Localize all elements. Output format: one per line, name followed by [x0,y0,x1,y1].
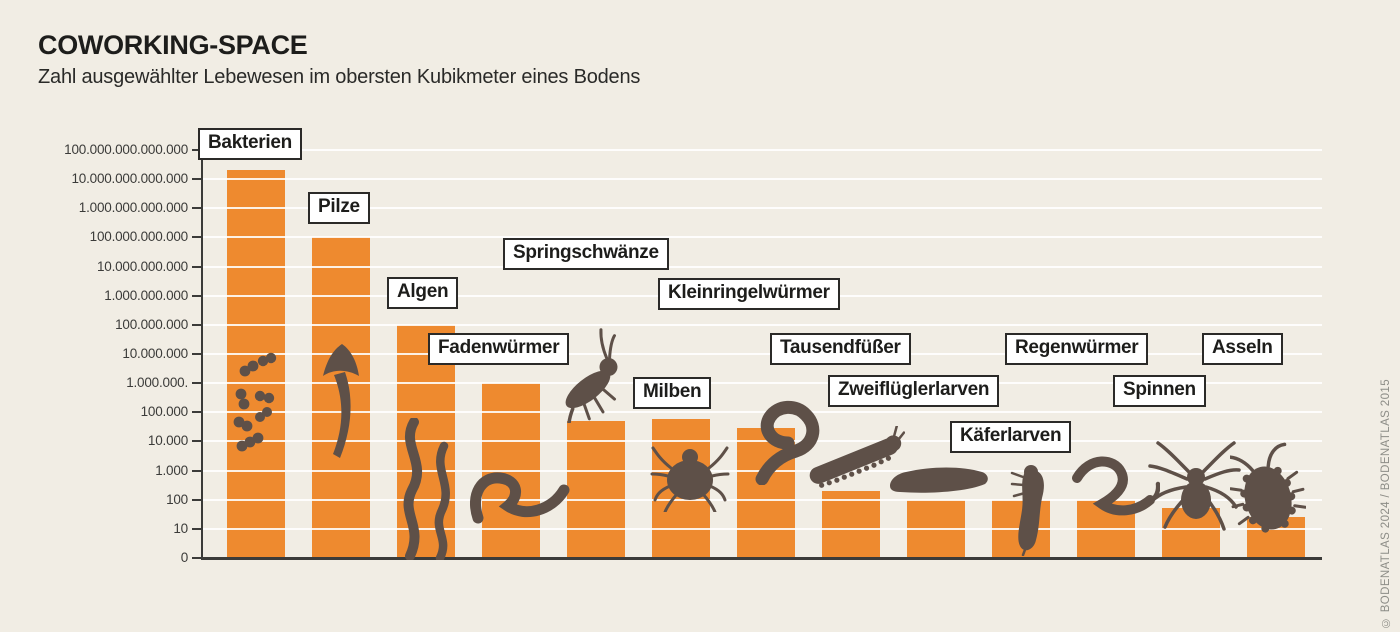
y-tick-label: 100 [166,491,188,507]
y-tick-label: 0 [180,550,189,565]
earthworm-icon [1070,450,1160,526]
category-label-spinnen: Spinnen [1113,375,1206,407]
y-tickmark [192,352,201,355]
x-axis-baseline [201,557,1322,560]
y-tickmark [192,294,201,297]
y-tick-label: 10.000.000.000.000 [71,171,188,187]
y-tickmark [192,265,201,268]
y-tickmark [192,323,201,326]
gridline-100.000.000 [201,323,1322,326]
gridline-100.000.000.000.000 [201,148,1322,151]
y-tick-label: 10.000.000.000 [96,258,188,274]
gridline-10.000.000.000 [201,265,1322,268]
category-label-tausendfuesser: Tausendfüßer [770,333,911,365]
y-tick-label: 100.000.000.000 [89,229,189,245]
gridline-10.000.000.000.000 [201,178,1322,181]
gridline-1.000.000.000.000 [201,207,1322,210]
y-tick-label: 100.000.000 [115,316,188,332]
category-label-kleinringelwuermer: Kleinringelwürmer [658,278,840,310]
y-tick-label: 1.000.000.000 [104,287,188,303]
y-tick-label: 100.000.000.000.000 [64,141,188,157]
y-tickmark [192,557,201,559]
category-label-asseln: Asseln [1202,333,1283,365]
page-subtitle: Zahl ausgewählter Lebewesen im obersten … [38,66,641,88]
algae-icon [398,418,456,560]
gridline-100.000.000.000 [201,236,1322,239]
gridline-10.000.000 [201,352,1322,355]
y-tickmark [192,440,201,443]
category-label-pilze: Pilze [308,192,370,224]
category-label-fadenwuermer: Fadenwürmer [428,333,570,365]
y-axis-line [201,149,203,560]
y-tick-label: 10 [173,520,188,536]
category-label-algen: Algen [387,277,459,309]
y-tick-label: 10.000 [147,433,188,449]
y-tick-label: 100.000 [140,404,189,420]
beetle-larva-icon [1004,462,1058,556]
potworm-icon [752,393,830,485]
bar-springschwaenze [567,421,625,558]
millipede-icon [805,426,905,496]
y-tick-label: 10.000.000 [122,345,188,361]
y-tick-label: 1.000.000. [126,375,188,391]
y-tickmark [192,527,201,530]
y-tickmark [192,411,201,414]
gridline-10.000 [201,440,1322,443]
gridline-1.000.000. [201,382,1322,385]
category-label-bakterien: Bakterien [198,128,302,160]
y-tick-label: 1.000 [155,462,188,478]
woodlouse-icon [1230,438,1306,538]
y-tickmark [192,469,201,472]
bar-tausendfuesser [822,490,880,558]
y-tickmark [192,207,201,210]
category-label-milben: Milben [633,377,712,409]
gridline-100.000 [201,411,1322,414]
category-label-springschwaenze: Springschwänze [503,238,669,270]
gridline-10 [201,527,1322,530]
spider-icon [1146,436,1242,536]
y-tick-label: 1.000.000.000.000 [78,200,188,216]
copyright-credit: © BODENATLAS 2024 / BODENATLAS 2015 [1380,378,1392,628]
mite-icon [650,424,730,512]
gridline-100 [201,498,1322,501]
bacteria-icon [232,350,284,455]
fly-larva-icon [888,462,990,498]
y-tickmark [192,178,201,181]
category-label-regenwuermer: Regenwürmer [1005,333,1149,365]
category-label-kaeferlarven: Käferlarven [950,421,1072,453]
y-tickmark [192,382,201,385]
y-tickmark [192,236,201,239]
mushroom-icon [320,342,362,464]
nematode-icon [470,438,570,528]
y-tickmark [192,498,201,501]
springtail-icon [538,328,638,423]
y-tickmark [192,148,201,151]
page-title: COWORKING-SPACE [38,30,308,60]
category-label-zweifluegerlarven: Zweiflüglerlarven [828,375,1000,407]
